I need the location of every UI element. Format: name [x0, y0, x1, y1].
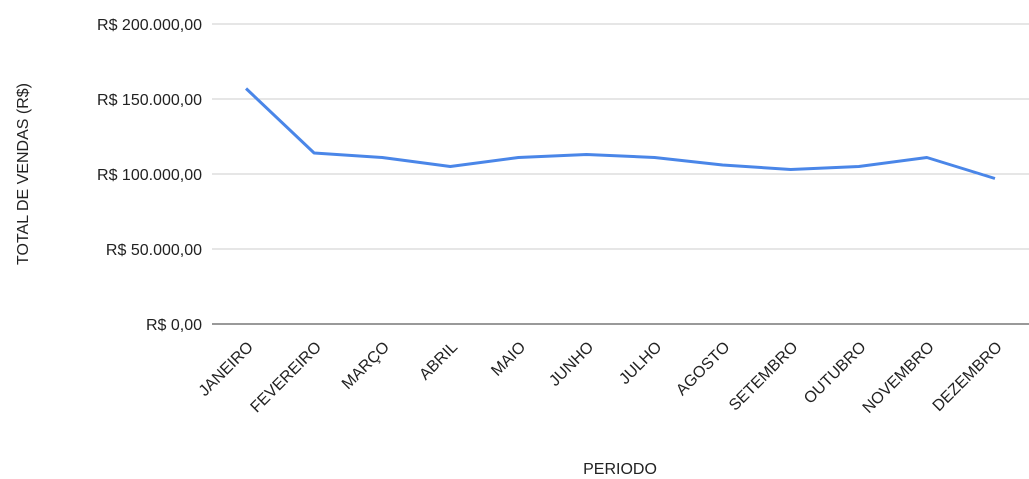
x-tick-label: SETEMBRO: [726, 339, 802, 415]
x-tick-label: NOVEMBRO: [860, 339, 938, 417]
x-tick-label: AGOSTO: [673, 339, 733, 399]
x-tick-label: ABRIL: [416, 339, 461, 384]
x-tick-label: DEZEMBRO: [930, 339, 1006, 415]
y-tick-label: R$ 200.000,00: [97, 17, 202, 34]
y-tick-label: R$ 0,00: [146, 317, 202, 334]
x-tick-label: JANEIRO: [196, 339, 257, 400]
y-axis-title: TOTAL DE VENDAS (R$): [15, 83, 32, 265]
x-tick-label: OUTUBRO: [801, 339, 870, 408]
y-tick-label: R$ 150.000,00: [97, 92, 202, 109]
x-tick-label: FEVEREIRO: [248, 339, 325, 416]
y-tick-label: R$ 50.000,00: [106, 242, 202, 259]
x-tick-label: MAIO: [488, 339, 529, 380]
y-tick-label: R$ 100.000,00: [97, 167, 202, 184]
x-tick-label: JUNHO: [546, 339, 597, 390]
x-tick-label: MARÇO: [339, 339, 393, 393]
line-series: [245, 87, 996, 180]
x-tick-label: JULHO: [616, 339, 665, 388]
x-axis-title: PERIODO: [583, 461, 657, 478]
